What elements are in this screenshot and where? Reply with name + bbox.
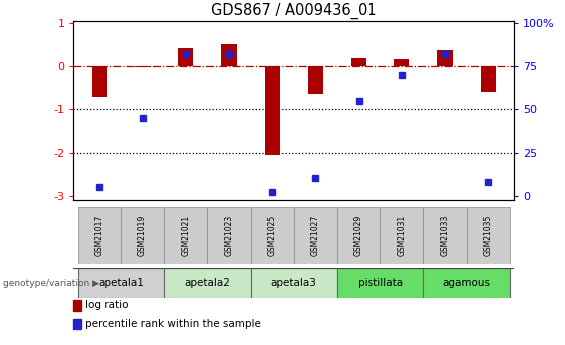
Bar <box>78 207 121 264</box>
Bar <box>481 66 496 92</box>
Text: log ratio: log ratio <box>85 300 129 310</box>
Bar <box>351 58 366 66</box>
Bar <box>73 300 81 310</box>
Bar <box>437 50 453 66</box>
Bar <box>251 268 337 298</box>
Text: apetala1: apetala1 <box>98 278 144 288</box>
Bar <box>337 207 380 264</box>
Bar <box>423 268 510 298</box>
Bar <box>294 207 337 264</box>
Text: GSM21029: GSM21029 <box>354 215 363 256</box>
Text: agamous: agamous <box>442 278 490 288</box>
Text: GSM21019: GSM21019 <box>138 215 147 256</box>
Bar <box>121 207 164 264</box>
Bar <box>337 268 423 298</box>
Text: GSM21033: GSM21033 <box>441 215 450 256</box>
Bar <box>135 66 150 67</box>
Text: genotype/variation ▶: genotype/variation ▶ <box>3 279 99 288</box>
Bar <box>423 207 467 264</box>
Bar <box>251 207 294 264</box>
Title: GDS867 / A009436_01: GDS867 / A009436_01 <box>211 3 377 19</box>
Text: apetala2: apetala2 <box>184 278 231 288</box>
Text: GSM21021: GSM21021 <box>181 215 190 256</box>
Bar <box>164 207 207 264</box>
Bar <box>467 207 510 264</box>
Bar <box>264 66 280 155</box>
Bar <box>308 66 323 94</box>
Bar <box>394 59 410 66</box>
Bar <box>92 66 107 97</box>
Bar <box>178 48 193 66</box>
Bar <box>164 268 251 298</box>
Text: GSM21031: GSM21031 <box>397 215 406 256</box>
Text: apetala3: apetala3 <box>271 278 317 288</box>
Text: percentile rank within the sample: percentile rank within the sample <box>85 319 261 329</box>
Bar <box>207 207 251 264</box>
Text: pistillata: pistillata <box>358 278 403 288</box>
Bar <box>380 207 423 264</box>
Text: GSM21025: GSM21025 <box>268 215 277 256</box>
Text: GSM21017: GSM21017 <box>95 215 104 256</box>
Text: GSM21023: GSM21023 <box>224 215 233 256</box>
Text: GSM21035: GSM21035 <box>484 215 493 256</box>
Text: GSM21027: GSM21027 <box>311 215 320 256</box>
Bar <box>221 45 237 66</box>
Bar <box>73 319 81 329</box>
Bar <box>78 268 164 298</box>
